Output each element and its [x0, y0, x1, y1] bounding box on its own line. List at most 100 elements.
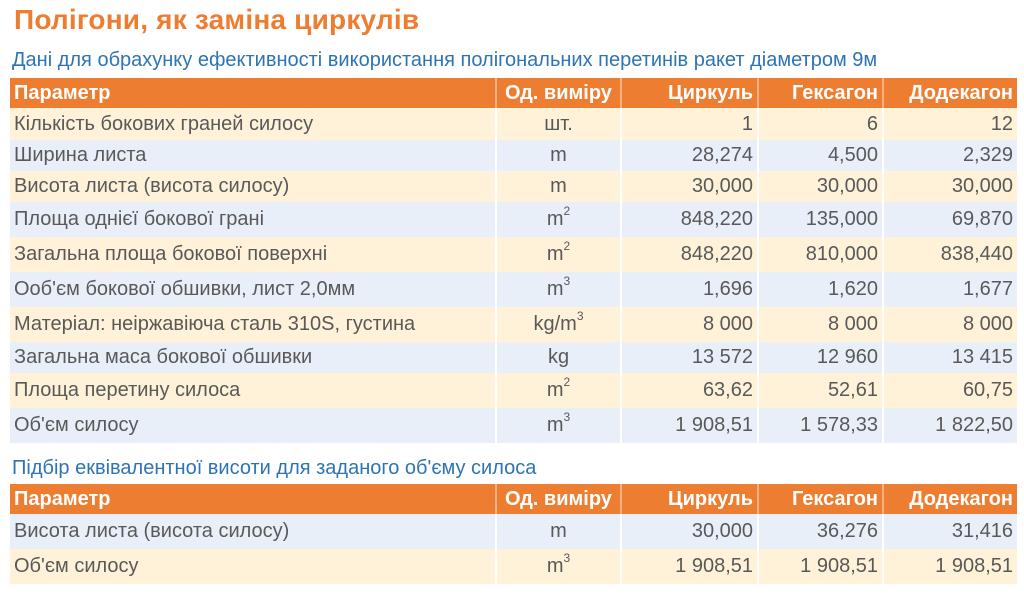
circle-value-cell: 28,274 — [621, 140, 759, 171]
unit-text: kg — [547, 346, 570, 368]
circle-value-cell: 30,000 — [621, 171, 759, 202]
unit-text: kg/m — [533, 313, 577, 335]
header-circle: Циркуль — [621, 484, 759, 514]
unit-text: m — [546, 208, 564, 230]
dodecagon-value-cell: 30,000 — [883, 171, 1017, 202]
circle-value-cell: 1 908,51 — [621, 408, 759, 443]
hexagon-value-cell: 6 — [758, 108, 884, 140]
table-row: Висота листа (висота силосу) m 30,000 30,00… — [10, 171, 1017, 202]
hexagon-value-cell: 52,61 — [758, 373, 884, 408]
parameter-cell: Висота листа (висота силосу) — [10, 171, 497, 202]
unit-text: m — [550, 520, 567, 542]
table2-subtitle: Підбір еквівалентної висоти для заданого… — [12, 457, 537, 479]
header-parameter: Параметр — [10, 78, 497, 108]
hexagon-value-cell: 1 578,33 — [758, 408, 884, 443]
parameter-cell: Висота листа (висота силосу) — [10, 514, 497, 549]
header-dodecagon: Додекагон — [883, 78, 1017, 108]
unit-cell: m2 — [496, 237, 622, 272]
efficiency-table: Параметр Од. виміру Циркуль Гексагон Дод… — [10, 78, 1017, 443]
table1-subtitle: Дані для обрахунку ефективності використ… — [12, 49, 878, 71]
unit-exponent: 3 — [563, 410, 571, 424]
unit-cell: m — [496, 140, 622, 171]
dodecagon-value-cell: 1 908,51 — [883, 549, 1017, 584]
unit-text: m — [546, 243, 564, 265]
table-row: Ширина листа m 28,274 4,500 2,329 — [10, 140, 1017, 171]
table-row: Площа однієї бокової грані m2 848,220 135,0… — [10, 202, 1017, 237]
unit-exponent: 3 — [576, 309, 584, 323]
unit-cell: m — [496, 171, 622, 202]
header-parameter: Параметр — [10, 484, 497, 514]
table-header-row: Параметр Од. виміру Циркуль Гексагон Дод… — [10, 484, 1017, 514]
unit-cell: m3 — [496, 272, 622, 307]
hexagon-value-cell: 30,000 — [758, 171, 884, 202]
unit-exponent: 2 — [563, 375, 571, 389]
hexagon-value-cell: 4,500 — [758, 140, 884, 171]
unit-cell: m2 — [496, 373, 622, 408]
dodecagon-value-cell: 8 000 — [883, 307, 1017, 342]
dodecagon-value-cell: 12 — [883, 108, 1017, 140]
unit-text: шт. — [544, 112, 573, 135]
hexagon-value-cell: 8 000 — [758, 307, 884, 342]
parameter-cell: Загальна маса бокової обшивки — [10, 342, 497, 373]
circle-value-cell: 30,000 — [621, 514, 759, 549]
table-row: Загальна площа бокової поверхні m2 848,220… — [10, 237, 1017, 272]
table-row: Площа перетину силоса m2 63,62 52,61 60,75 — [10, 373, 1017, 408]
parameter-cell: Кількість бокових граней силосу — [10, 108, 497, 140]
dodecagon-value-cell: 838,440 — [883, 237, 1017, 272]
table-row: Об'єм силосу m3 1 908,51 1 578,33 1 822,50 — [10, 408, 1017, 443]
header-hexagon: Гексагон — [758, 484, 884, 514]
parameter-cell: Площа перетину силоса — [10, 373, 497, 408]
table-row: Матеріал: неіржавіюча сталь 310S, густин… — [10, 307, 1017, 342]
unit-text: m — [550, 144, 567, 166]
dodecagon-value-cell: 69,870 — [883, 202, 1017, 237]
parameter-cell: Ширина листа — [10, 140, 497, 171]
header-unit: Од. виміру — [496, 484, 622, 514]
table-header-row: Параметр Од. виміру Циркуль Гексагон Дод… — [10, 78, 1017, 108]
dodecagon-value-cell: 2,329 — [883, 140, 1017, 171]
dodecagon-value-cell: 60,75 — [883, 373, 1017, 408]
dodecagon-value-cell: 1 822,50 — [883, 408, 1017, 443]
unit-exponent: 2 — [563, 239, 571, 253]
unit-text: m — [550, 175, 567, 197]
unit-cell: kg — [496, 342, 622, 373]
unit-text: m — [546, 555, 564, 577]
circle-value-cell: 63,62 — [621, 373, 759, 408]
unit-text: m — [546, 379, 564, 401]
unit-exponent: 2 — [563, 204, 571, 218]
page-title: Полігони, як заміна циркулів — [14, 4, 420, 35]
hexagon-value-cell: 135,000 — [758, 202, 884, 237]
unit-exponent: 3 — [563, 551, 571, 565]
hexagon-value-cell: 810,000 — [758, 237, 884, 272]
header-circle: Циркуль — [621, 78, 759, 108]
hexagon-value-cell: 36,276 — [758, 514, 884, 549]
circle-value-cell: 1 908,51 — [621, 549, 759, 584]
unit-text: m — [546, 278, 564, 300]
equivalent-height-table: Параметр Од. виміру Циркуль Гексагон Дод… — [10, 484, 1017, 584]
unit-exponent: 3 — [563, 274, 571, 288]
unit-cell: m3 — [496, 408, 622, 443]
hexagon-value-cell: 1,620 — [758, 272, 884, 307]
parameter-cell: Ооб'єм бокової обшивки, лист 2,0мм — [10, 272, 497, 307]
parameter-cell: Загальна площа бокової поверхні — [10, 237, 497, 272]
table-row: Висота листа (висота силосу) m 30,000 36,27… — [10, 514, 1017, 549]
parameter-cell: Об'єм силосу — [10, 408, 497, 443]
unit-cell: m3 — [496, 549, 622, 584]
header-dodecagon: Додекагон — [883, 484, 1017, 514]
table-row: Об'єм силосу m3 1 908,51 1 908,51 1 908,51 — [10, 549, 1017, 584]
table-row: Кількість бокових граней силосу шт. 1 6 12 — [10, 108, 1017, 140]
parameter-cell: Матеріал: неіржавіюча сталь 310S, густин… — [10, 307, 497, 342]
unit-text: m — [546, 414, 564, 436]
unit-cell: kg/m3 — [496, 307, 622, 342]
circle-value-cell: 1 — [621, 108, 759, 140]
header-unit: Од. виміру — [496, 78, 622, 108]
circle-value-cell: 8 000 — [621, 307, 759, 342]
dodecagon-value-cell: 1,677 — [883, 272, 1017, 307]
header-hexagon: Гексагон — [758, 78, 884, 108]
unit-cell: m2 — [496, 202, 622, 237]
circle-value-cell: 848,220 — [621, 202, 759, 237]
hexagon-value-cell: 12 960 — [758, 342, 884, 373]
unit-cell: шт. — [496, 108, 622, 140]
dodecagon-value-cell: 31,416 — [883, 514, 1017, 549]
circle-value-cell: 848,220 — [621, 237, 759, 272]
table-row: Ооб'єм бокової обшивки, лист 2,0мм m3 1,69… — [10, 272, 1017, 307]
